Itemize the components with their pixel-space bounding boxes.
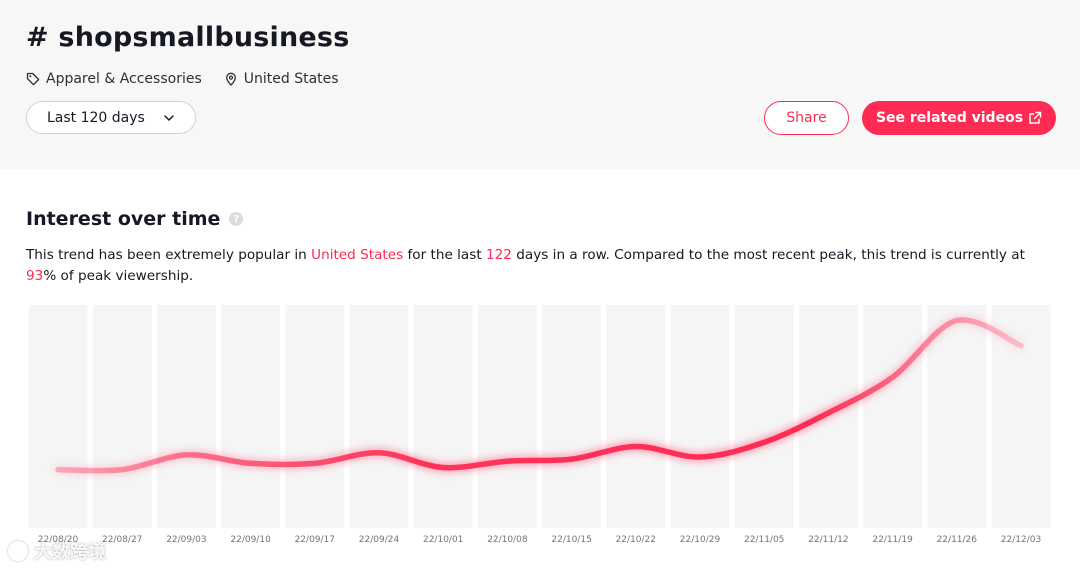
- x-tick-label: 22/10/01: [423, 535, 463, 545]
- chart-column-band: [863, 305, 923, 528]
- data-point: [440, 465, 446, 471]
- region-tag: United States: [224, 71, 339, 87]
- see-related-videos-label: See related videos: [875, 110, 1024, 126]
- location-pin-icon: [224, 72, 238, 86]
- tag-icon: [26, 72, 40, 86]
- data-point: [504, 458, 510, 464]
- period-dropdown-value: Last 120 days: [47, 109, 145, 126]
- x-tick-label: 22/09/24: [359, 535, 400, 545]
- desc-text-1: This trend has been extremely popular in: [26, 247, 312, 263]
- x-tick-label: 22/09/17: [295, 535, 335, 545]
- x-tick-label: 22/10/22: [616, 535, 656, 545]
- desc-region: United States: [311, 247, 404, 263]
- data-point: [569, 456, 575, 462]
- x-tick-label: 22/11/12: [808, 535, 848, 545]
- watermark-logo-icon: [8, 541, 28, 561]
- data-point: [376, 450, 382, 456]
- x-tick-label: 22/09/10: [230, 535, 271, 545]
- trend-description: This trend has been extremely popular in…: [26, 245, 1056, 286]
- trend-header: # shopsmallbusiness Apparel & Accessorie…: [0, 0, 1080, 169]
- chart-column-band: [606, 305, 666, 528]
- desc-text-2: for the last: [403, 247, 486, 263]
- desc-days: 122: [486, 247, 512, 263]
- x-tick-label: 22/11/19: [872, 535, 913, 545]
- x-tick-label: 22/09/03: [166, 535, 206, 545]
- chart-column-band: [413, 305, 473, 528]
- help-icon[interactable]: ?: [229, 212, 244, 226]
- period-dropdown[interactable]: Last 120 days: [26, 101, 196, 134]
- category-label: Apparel & Accessories: [46, 71, 202, 87]
- data-point: [55, 467, 61, 473]
- series-line: [55, 317, 1024, 474]
- x-tick-label: 22/10/08: [487, 535, 528, 545]
- x-tick-label: 22/10/29: [680, 535, 721, 545]
- chevron-down-icon: [163, 112, 175, 124]
- chart-column-band: [734, 305, 794, 528]
- chart-column-band: [285, 305, 345, 528]
- interest-chart-svg: 22/08/20 22/08/27 22/09/03 22/09/10 22/09/17…: [28, 305, 1051, 545]
- data-point: [633, 444, 639, 450]
- chart-column-band: [477, 305, 537, 528]
- region-label: United States: [243, 71, 339, 87]
- interest-over-time-heading: Interest over time ?: [26, 208, 244, 230]
- data-point: [183, 452, 189, 458]
- desc-text-4: % of peak viewership.: [43, 267, 194, 284]
- data-point: [248, 460, 254, 466]
- see-related-videos-button[interactable]: See related videos: [862, 101, 1056, 135]
- hashtag-title: # shopsmallbusiness: [26, 22, 350, 53]
- data-point: [119, 467, 125, 473]
- share-button[interactable]: Share: [764, 101, 849, 135]
- data-point: [890, 374, 896, 380]
- desc-text-3: days in a row. Compared to the most rece…: [511, 247, 1025, 263]
- trend-meta: Apparel & Accessories United States: [26, 68, 361, 90]
- data-point: [761, 439, 767, 445]
- data-point: [825, 410, 831, 416]
- x-tick-label: 22/12/03: [1001, 535, 1041, 545]
- chart-column-band: [156, 305, 216, 528]
- interest-chart: 22/08/20 22/08/27 22/09/03 22/09/10 22/09/17…: [0, 300, 1080, 550]
- external-link-icon: [1028, 111, 1042, 125]
- data-point: [312, 460, 318, 466]
- x-tick-label: 22/08/27: [102, 535, 142, 545]
- data-point: [697, 454, 703, 460]
- chart-column-band: [28, 305, 88, 528]
- desc-percent: 93: [26, 267, 44, 284]
- category-tag: Apparel & Accessories: [26, 71, 202, 87]
- x-tick-label: 22/11/26: [937, 535, 978, 545]
- x-tick-label: 22/08/20: [38, 535, 79, 545]
- data-point: [954, 318, 960, 324]
- interest-title: Interest over time: [26, 208, 221, 230]
- x-tick-label: 22/11/05: [744, 535, 784, 545]
- chart-column-band: [92, 305, 152, 528]
- chart-column-band: [670, 305, 730, 528]
- x-tick-label: 22/10/15: [551, 535, 591, 545]
- watermark: 大数跨境: [8, 538, 106, 564]
- chart-column-band: [927, 305, 987, 528]
- watermark-text: 大数跨境: [34, 542, 106, 563]
- chart-column-band: [349, 305, 409, 528]
- chart-column-band: [221, 305, 281, 528]
- chart-column-band: [542, 305, 602, 528]
- data-point: [1018, 343, 1024, 349]
